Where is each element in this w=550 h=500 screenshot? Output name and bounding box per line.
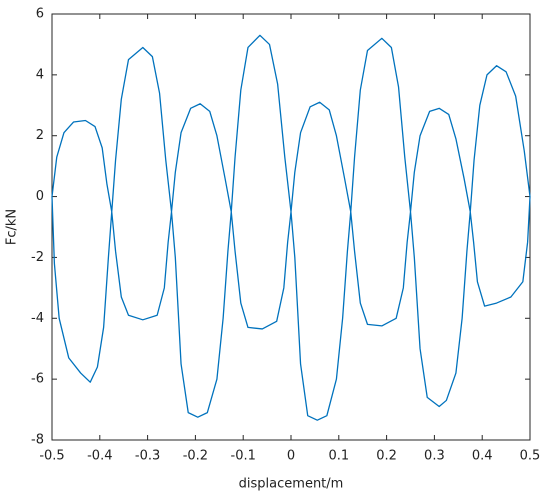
x-tick-label: -0.5 [39,449,64,464]
x-tick-label: 0.2 [376,449,397,464]
x-tick-label: -0.3 [135,449,160,464]
y-tick-label: 4 [36,67,44,82]
x-tick-label: 0.4 [472,449,493,464]
x-tick-label: -0.1 [231,449,256,464]
y-tick-label: -6 [31,372,44,387]
y-tick-label: 0 [36,189,44,204]
x-tick-label: 0.5 [520,449,541,464]
y-tick-label: -8 [31,433,44,448]
y-axis-label: Fc/kN [5,209,20,245]
plot-frame [51,13,531,441]
x-tick-label: 0.3 [424,449,445,464]
y-tick-label: -2 [31,250,44,265]
y-tick-label: 6 [36,7,44,22]
y-tick-label: 2 [36,128,44,143]
y-tick-label: -4 [31,311,44,326]
x-tick-label: 0 [287,449,295,464]
x-tick-label: 0.1 [328,449,349,464]
x-axis-label: displacement/m [239,477,344,492]
data-line [51,34,531,421]
x-tick-label: -0.4 [87,449,112,464]
x-tick-label: -0.2 [183,449,208,464]
